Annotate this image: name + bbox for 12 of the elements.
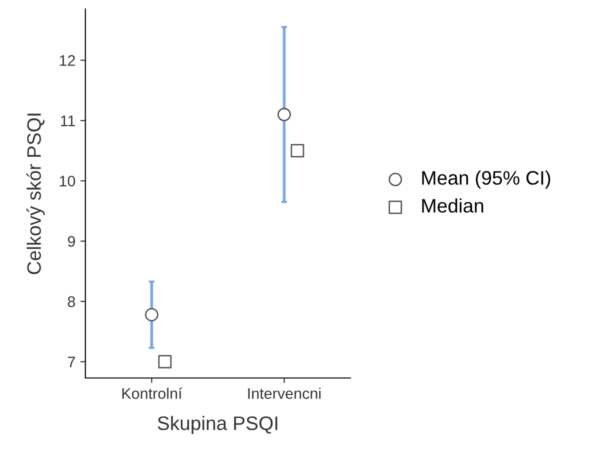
y-tick-label: 11 xyxy=(60,116,75,126)
y-tick-label: 7 xyxy=(68,356,75,368)
x-tick-label: Intervencni xyxy=(248,388,321,399)
y-tick-label: 12 xyxy=(60,55,75,66)
y-tick-label: 10 xyxy=(60,176,76,187)
legend-label: Median xyxy=(422,198,484,213)
y-tick-label: 9 xyxy=(68,236,75,247)
x-axis-title: Skupina PSQI xyxy=(158,416,278,434)
y-tick-label: 8 xyxy=(68,296,76,308)
y-axis-title: Celkový skór PSQI xyxy=(26,114,45,274)
legend-label: Mean (95% CI) xyxy=(422,170,550,189)
x-tick-label: Kontrolní xyxy=(122,388,182,399)
